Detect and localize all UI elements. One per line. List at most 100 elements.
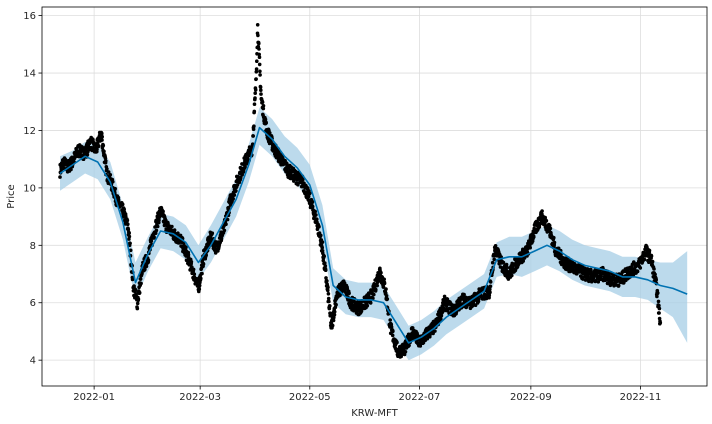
actual-point	[219, 236, 224, 241]
actual-point	[410, 326, 415, 330]
actual-point	[149, 239, 154, 243]
actual-point	[251, 127, 256, 131]
actual-point	[172, 228, 177, 232]
y-tick-label: 4	[30, 356, 36, 367]
actual-point	[607, 271, 611, 276]
actual-point	[253, 96, 257, 100]
actual-point	[395, 340, 399, 345]
actual-point	[258, 73, 262, 77]
actual-point	[101, 143, 106, 148]
actual-point	[257, 41, 261, 46]
actual-point	[327, 306, 332, 311]
actual-point	[347, 291, 351, 296]
actual-point	[477, 297, 481, 301]
actual-point	[253, 91, 257, 95]
actual-point	[325, 279, 329, 283]
actual-point	[231, 197, 235, 201]
actual-point	[127, 231, 131, 235]
actual-point	[201, 262, 206, 266]
actual-point	[589, 267, 593, 272]
actual-points	[58, 23, 663, 359]
actual-point	[69, 167, 73, 172]
x-tick-label: 2022-11	[620, 392, 662, 403]
actual-point	[548, 226, 553, 231]
actual-point	[493, 244, 498, 248]
actual-point	[331, 318, 336, 323]
actual-point	[504, 262, 509, 267]
x-tick-label: 2022-03	[179, 392, 221, 403]
actual-point	[654, 278, 658, 282]
actual-point	[254, 77, 258, 81]
actual-point	[257, 62, 262, 67]
actual-point	[382, 277, 387, 282]
x-tick-label: 2022-09	[510, 392, 552, 403]
y-tick-label: 8	[30, 241, 36, 252]
actual-point	[97, 144, 101, 148]
actual-point	[259, 92, 263, 96]
actual-point	[225, 217, 230, 222]
actual-point	[260, 100, 265, 104]
actual-point	[498, 265, 503, 269]
y-tick-label: 6	[30, 298, 36, 309]
actual-point	[192, 272, 197, 277]
actual-point	[146, 258, 151, 262]
actual-point	[259, 88, 263, 92]
actual-point	[320, 246, 325, 250]
uncertainty-band	[60, 107, 688, 361]
actual-point	[100, 135, 104, 139]
actual-point	[251, 134, 255, 138]
actual-point	[326, 288, 330, 293]
actual-point	[322, 254, 327, 259]
actual-point	[650, 259, 655, 264]
actual-point	[326, 285, 330, 290]
actual-point	[120, 202, 125, 207]
y-tick-label: 12	[23, 126, 36, 137]
actual-point	[403, 350, 408, 354]
actual-point	[226, 205, 231, 210]
actual-point	[250, 142, 255, 146]
actual-point	[102, 149, 106, 154]
actual-point	[310, 200, 315, 204]
actual-point	[85, 153, 90, 157]
x-tick-label: 2022-05	[289, 392, 331, 403]
actual-point	[258, 85, 263, 89]
actual-point	[544, 219, 549, 223]
actual-point	[140, 271, 144, 276]
actual-point	[320, 240, 325, 244]
plot-frame	[41, 6, 708, 387]
actual-point	[332, 310, 337, 314]
actual-point	[388, 318, 393, 322]
actual-point	[222, 228, 227, 233]
actual-point	[389, 325, 394, 329]
y-tick-label: 10	[23, 183, 36, 194]
actual-point	[252, 124, 256, 128]
actual-point	[184, 245, 188, 249]
actual-point	[488, 287, 492, 292]
actual-point	[374, 287, 378, 292]
y-tick-label: 16	[23, 11, 36, 22]
actual-point	[532, 235, 536, 239]
actual-point	[323, 264, 328, 268]
actual-point	[315, 217, 319, 222]
actual-point	[488, 290, 492, 295]
actual-point	[635, 269, 640, 274]
actual-point	[254, 70, 259, 74]
actual-point	[100, 138, 104, 142]
actual-point	[368, 301, 373, 305]
actual-point	[657, 311, 661, 315]
actual-point	[492, 257, 497, 262]
actual-point	[191, 267, 196, 272]
actual-point	[135, 306, 140, 311]
actual-point	[170, 224, 174, 229]
actual-point	[105, 167, 109, 171]
actual-point	[328, 304, 332, 308]
actual-point	[256, 33, 260, 38]
actual-point	[199, 276, 203, 281]
actual-point	[106, 170, 111, 174]
actual-point	[616, 283, 621, 288]
actual-point	[327, 299, 331, 304]
actual-point	[133, 287, 138, 292]
forecast-line-group	[59, 126, 688, 344]
actual-point	[224, 222, 228, 226]
